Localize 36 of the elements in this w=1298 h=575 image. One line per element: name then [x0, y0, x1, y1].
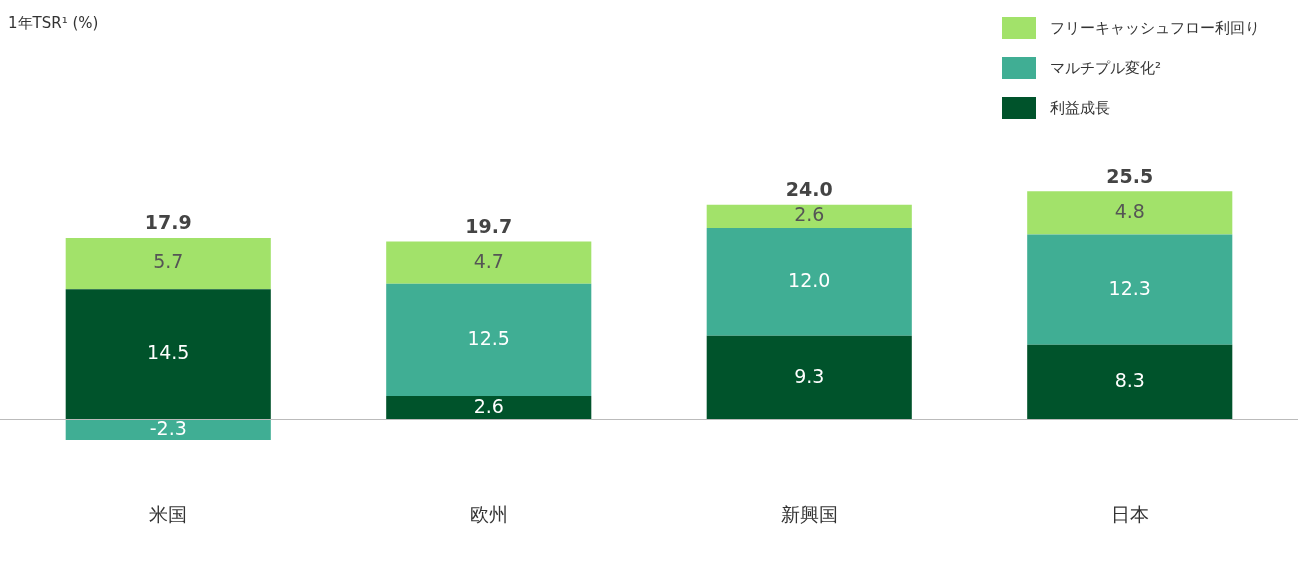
data-label: 2.6	[473, 394, 504, 417]
legend-label: マルチプル変化²	[1050, 58, 1162, 78]
bar	[65, 419, 271, 440]
bar	[1027, 234, 1233, 345]
data-label: 12.5	[467, 326, 510, 349]
data-label: 4.8	[1114, 199, 1145, 222]
bar	[1027, 344, 1233, 420]
total-label: 17.9	[144, 211, 192, 234]
data-label: -2.3	[149, 416, 187, 439]
x-tick-label: 新興国	[780, 502, 838, 525]
data-label: 12.0	[788, 268, 831, 291]
data-label: 5.7	[153, 250, 184, 273]
legend-label: 利益成長	[1050, 98, 1110, 118]
text: 1年TSR¹ (%)	[8, 14, 99, 33]
x-tick-label: 欧州	[469, 502, 508, 525]
bar	[386, 241, 592, 284]
data-label: 9.3	[794, 364, 825, 387]
bar	[65, 237, 271, 290]
data-label: 2.6	[794, 203, 825, 226]
bar	[386, 283, 592, 396]
bar	[706, 335, 912, 420]
data-label: 14.5	[147, 341, 190, 364]
bar	[386, 395, 592, 420]
data-label: 12.3	[1108, 276, 1151, 299]
data-label: 8.3	[1114, 369, 1145, 391]
bar	[1027, 191, 1233, 235]
total-label: 24.0	[785, 178, 833, 201]
total-label: 19.7	[465, 215, 513, 237]
bar	[706, 228, 912, 336]
x-tick-label: 日本	[1110, 502, 1149, 525]
bar	[706, 204, 912, 229]
data-label: 4.7	[473, 249, 504, 272]
bar	[65, 289, 271, 420]
x-tick-label: 米国	[149, 502, 188, 525]
legend-label: フリーキャッシュフロー利回り	[1050, 18, 1260, 38]
total-label: 25.5	[1106, 164, 1154, 187]
